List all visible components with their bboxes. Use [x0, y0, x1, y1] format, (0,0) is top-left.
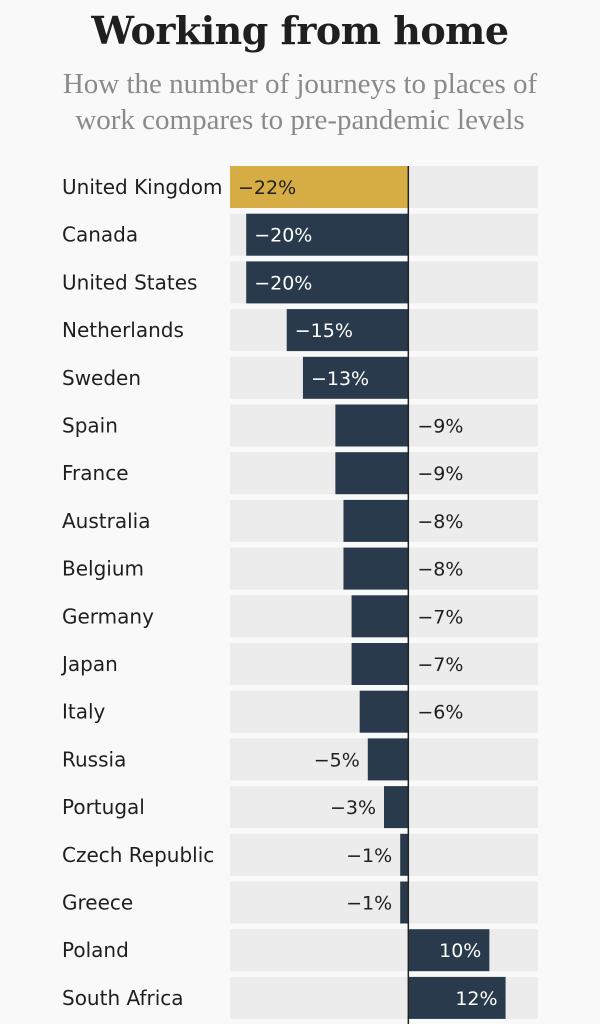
bar: [408, 976, 506, 1019]
value-label: −9%: [417, 416, 463, 438]
bar: [351, 595, 409, 638]
value-label: −1%: [346, 845, 392, 867]
row-background: [230, 929, 538, 972]
chart-subtitle: How the number of journeys to places of …: [62, 68, 538, 136]
country-label: Portugal: [62, 795, 145, 819]
country-label: France: [62, 461, 129, 485]
value-label: −3%: [330, 797, 376, 819]
country-label: Italy: [62, 700, 106, 724]
bar: [286, 309, 409, 352]
value-label: −1%: [346, 893, 392, 915]
bar: [351, 643, 409, 685]
bar: [367, 738, 409, 781]
country-label: Sweden: [62, 366, 141, 390]
country-label: South Africa: [62, 986, 184, 1010]
value-label: −20%: [254, 225, 312, 247]
value-label: −7%: [417, 654, 463, 676]
country-label: Netherlands: [62, 318, 184, 342]
country-label: Australia: [62, 509, 150, 533]
country-label: Greece: [62, 891, 133, 915]
bar: [343, 499, 409, 542]
bar: [384, 786, 409, 829]
bar: [246, 261, 409, 304]
country-label: Belgium: [62, 557, 144, 581]
value-label: 12%: [455, 988, 497, 1010]
value-label: −15%: [295, 320, 353, 342]
value-label: −5%: [314, 749, 360, 771]
chart-title: Working from home: [91, 8, 509, 53]
bar: [400, 833, 409, 876]
value-label: −7%: [417, 606, 463, 628]
value-label: −20%: [254, 272, 312, 294]
bar: [400, 881, 409, 924]
country-label: Germany: [62, 604, 154, 628]
country-label: Canada: [62, 223, 138, 247]
row-background: [230, 881, 538, 924]
bar: [335, 404, 409, 447]
country-label: Japan: [60, 652, 118, 676]
country-label: Russia: [62, 747, 126, 771]
value-label: −8%: [417, 559, 463, 581]
bar: [302, 356, 409, 399]
value-label: 10%: [439, 940, 481, 962]
bar: [246, 213, 409, 256]
country-label: United States: [62, 270, 197, 294]
country-label: Poland: [62, 938, 129, 962]
bar: [408, 929, 490, 972]
bar: [359, 690, 409, 733]
value-label: −9%: [417, 463, 463, 485]
bar: [343, 547, 409, 590]
value-label: −8%: [417, 511, 463, 533]
country-label: United Kingdom: [62, 175, 223, 199]
bar: [230, 166, 409, 208]
value-label: −13%: [311, 368, 369, 390]
country-label: Spain: [62, 414, 118, 438]
value-label: −22%: [238, 177, 296, 199]
value-label: −6%: [417, 702, 463, 724]
bar: [335, 452, 409, 495]
row-background: [230, 833, 538, 876]
country-label: Czech Republic: [62, 843, 214, 867]
